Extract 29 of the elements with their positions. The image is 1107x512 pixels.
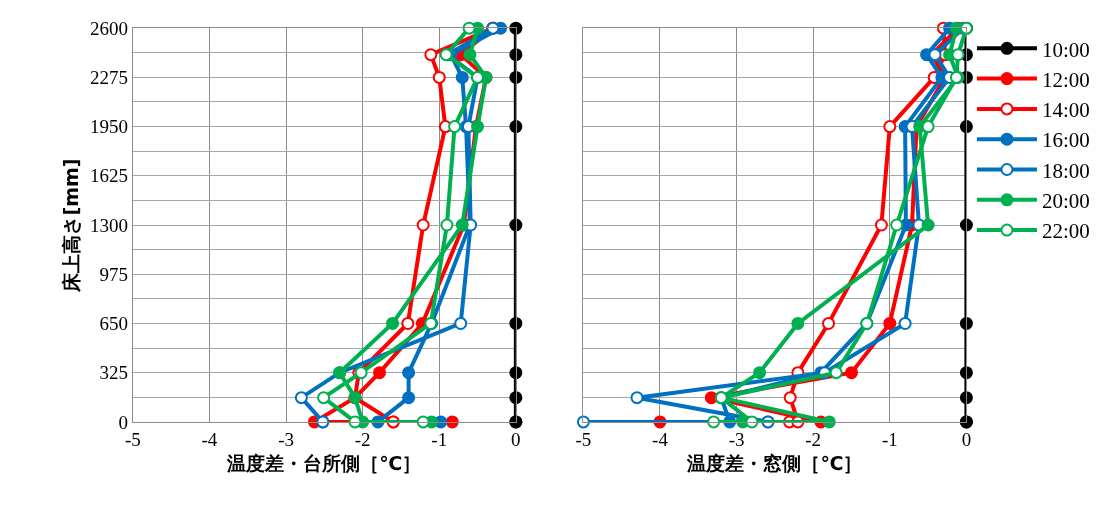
x-tick-label: -3 xyxy=(278,428,294,450)
y-tick-label: 325 xyxy=(99,362,129,384)
x-tick-label: -2 xyxy=(354,428,371,450)
x-tick-label: -4 xyxy=(652,428,669,450)
x-tick-label: -2 xyxy=(805,428,822,450)
legend-label: 12:00 xyxy=(1041,67,1090,92)
y-tick-label: 2275 xyxy=(90,67,129,89)
y-tick-label: 2600 xyxy=(90,17,129,39)
y-tick-label: 1950 xyxy=(90,116,129,138)
y-tick-label: 1300 xyxy=(90,214,129,236)
y-axis-title: 床上高さ[mm] xyxy=(59,158,82,293)
x-tick-label: -4 xyxy=(201,428,218,450)
x-axis-title: 温度差・台所側［℃］ xyxy=(226,452,422,475)
legend-label: 22:00 xyxy=(1041,219,1090,244)
x-tick-label: -1 xyxy=(431,428,448,450)
x-tick-label: -3 xyxy=(728,428,745,450)
y-tick-label: 1625 xyxy=(90,165,129,187)
x-tick-label: -5 xyxy=(575,428,592,450)
x-tick-label: 0 xyxy=(511,428,521,450)
legend-label: 16:00 xyxy=(1041,128,1090,153)
x-tick-label: 0 xyxy=(961,428,972,450)
x-axis-title: 温度差・窓側［℃］ xyxy=(686,452,863,475)
y-tick-label: 975 xyxy=(99,263,129,285)
y-tick-label: 650 xyxy=(99,313,129,335)
x-tick-label: -1 xyxy=(881,428,898,450)
legend-label: 14:00 xyxy=(1041,98,1090,123)
legend-label: 18:00 xyxy=(1041,158,1090,183)
legend-label: 20:00 xyxy=(1041,189,1090,213)
legend-label: 10:00 xyxy=(1041,37,1090,62)
